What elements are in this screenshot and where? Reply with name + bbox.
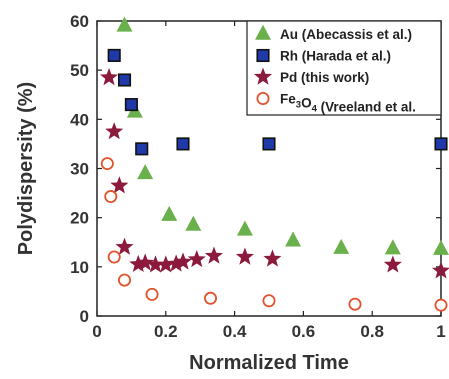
tick-layer: 0 10 20 30 40 50 60 0 0.2 0.4 0.6 0.8 1 bbox=[70, 12, 446, 341]
y-tick-label: 40 bbox=[70, 110, 89, 129]
x-tick-label: 0 bbox=[92, 322, 101, 341]
y-tick-label: 50 bbox=[70, 61, 89, 80]
legend-entry: Fe3O4 (Vreeland et al. bbox=[256, 92, 416, 115]
x-axis-label: Normalized Time bbox=[189, 352, 349, 374]
series-star bbox=[100, 68, 449, 279]
x-tick-label: 0.2 bbox=[154, 322, 178, 341]
legend-marker bbox=[256, 92, 270, 106]
data-point bbox=[204, 291, 218, 305]
data-point bbox=[263, 249, 282, 267]
series-square bbox=[107, 48, 448, 156]
data-point bbox=[235, 247, 254, 265]
data-point bbox=[117, 73, 132, 87]
data-point bbox=[107, 48, 121, 62]
data-point bbox=[136, 253, 155, 271]
y-tick-label: 20 bbox=[70, 209, 89, 228]
data-point bbox=[433, 239, 449, 255]
data-point bbox=[167, 254, 186, 272]
legend-label: Fe3O4 (Vreeland et al. bbox=[280, 92, 416, 115]
data-point bbox=[100, 157, 114, 171]
x-tick-label: 0.8 bbox=[360, 322, 384, 341]
data-point bbox=[185, 215, 202, 231]
data-point bbox=[129, 254, 148, 273]
data-point bbox=[100, 68, 119, 86]
data-point bbox=[116, 16, 133, 32]
data-point bbox=[156, 255, 175, 273]
legend-marker bbox=[255, 24, 271, 40]
data-point bbox=[137, 164, 154, 180]
data-point bbox=[333, 238, 350, 254]
legend-entry: Pd (this work) bbox=[253, 67, 369, 85]
data-point bbox=[107, 250, 121, 264]
data-point bbox=[161, 205, 178, 221]
legend-box bbox=[246, 20, 442, 116]
data-point bbox=[176, 137, 190, 151]
data-point bbox=[383, 255, 402, 273]
y-tick-label: 10 bbox=[70, 258, 89, 277]
legend-entry: Au (Abecassis et al.) bbox=[255, 24, 412, 42]
data-point bbox=[118, 273, 132, 287]
data-point bbox=[124, 98, 138, 112]
x-tick-label: 1 bbox=[436, 322, 445, 341]
data-point bbox=[135, 142, 149, 156]
data-point bbox=[187, 249, 206, 268]
y-axis-label: Polydispersity (%) bbox=[15, 82, 37, 255]
data-point bbox=[384, 239, 401, 255]
y-tick-label: 0 bbox=[80, 307, 89, 326]
data-point bbox=[236, 220, 253, 236]
legend-label: Rh (Harada et al.) bbox=[280, 49, 391, 64]
data-point bbox=[110, 176, 129, 194]
data-point bbox=[145, 287, 159, 301]
x-tick-label: 0.6 bbox=[292, 322, 316, 341]
data-point bbox=[204, 246, 223, 264]
legend-label: Au (Abecassis et al.) bbox=[280, 27, 412, 42]
data-point bbox=[146, 255, 165, 273]
legend-marker bbox=[253, 67, 273, 85]
x-tick-label: 0.4 bbox=[223, 322, 247, 341]
data-point bbox=[115, 237, 134, 255]
legend: Au (Abecassis et al.) Rh (Harada et al.) P… bbox=[246, 20, 442, 116]
series-triangle bbox=[116, 16, 449, 255]
data-point bbox=[434, 137, 448, 151]
data-point bbox=[262, 137, 276, 151]
series-circle-open bbox=[100, 157, 448, 312]
y-tick-label: 60 bbox=[70, 12, 89, 31]
data-point bbox=[105, 122, 124, 140]
data-point bbox=[262, 294, 276, 308]
data-point bbox=[431, 261, 449, 279]
data-point bbox=[348, 297, 362, 311]
legend-label: Pd (this work) bbox=[280, 70, 369, 85]
data-point bbox=[434, 298, 448, 312]
data-point bbox=[104, 190, 118, 204]
data-point bbox=[173, 252, 193, 270]
y-tick-label: 30 bbox=[70, 160, 89, 179]
data-point bbox=[285, 231, 302, 247]
legend-entry: Rh (Harada et al.) bbox=[256, 48, 391, 64]
data-marks bbox=[100, 16, 449, 312]
legend-marker bbox=[256, 48, 270, 63]
